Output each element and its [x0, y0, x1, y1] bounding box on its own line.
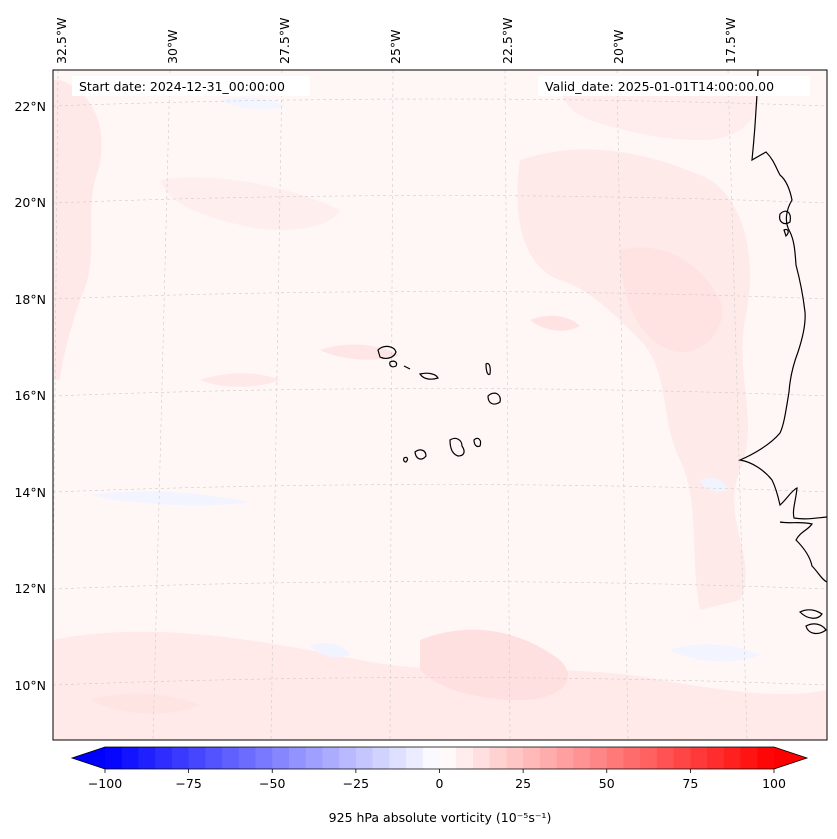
colorbar-tick-label: 75	[682, 776, 698, 791]
lat-label-16n: 16°N	[14, 388, 46, 403]
colorbar-extend-max	[774, 747, 807, 769]
colorbar: −100 −75 −50 −25 0 25 50 75 100 925 hPa absolute…	[70, 746, 809, 825]
colorbar-bin	[757, 747, 775, 769]
colorbar-bin	[590, 747, 608, 769]
santo-antao-island	[377, 345, 397, 359]
lon-label-25w: 25°W	[388, 29, 403, 64]
colorbar-bin	[205, 747, 223, 769]
colorbar-bin	[238, 747, 257, 769]
colorbar-tick-label: 100	[762, 776, 786, 791]
map-frame	[52, 69, 828, 741]
colorbar-bin	[305, 747, 324, 769]
lat-label-10n: 10°N	[14, 678, 46, 693]
colorbar-bin	[556, 747, 574, 769]
colorbar-bin	[422, 747, 441, 769]
lon-label-17-5w: 17.5°W	[723, 18, 738, 64]
colorbar-bin	[723, 747, 742, 769]
colorbar-bin	[673, 747, 691, 769]
colorbar-bin	[506, 747, 524, 769]
colorbar-bin	[489, 747, 507, 769]
valid-date-box	[538, 76, 810, 96]
colorbar-bin	[439, 747, 457, 769]
colorbar-bin	[656, 747, 675, 769]
colorbar-bin	[288, 747, 307, 769]
gridlines	[53, 70, 827, 740]
colorbar-tick-label: −100	[88, 776, 122, 791]
colorbar-bin	[707, 747, 725, 769]
valid-date-label: Valid_date: 2025-01-01T14:00:00.00	[545, 79, 774, 94]
brava-island	[403, 456, 409, 463]
fogo-island	[414, 449, 427, 460]
colorbar-bin	[121, 747, 140, 769]
sao-nicolau-island	[419, 372, 439, 380]
colorbar-bin	[155, 747, 173, 769]
colorbar-bin	[640, 747, 658, 769]
coastlines	[377, 70, 827, 635]
colorbar-ticks: −100 −75 −50 −25 0 25 50 75 100	[88, 769, 786, 791]
colorbar-bin	[272, 747, 290, 769]
lon-label-30w: 30°W	[165, 29, 180, 64]
colorbar-bin	[523, 747, 541, 769]
colorbar-bin	[389, 747, 407, 769]
guinea-coast	[779, 521, 827, 583]
colorbar-bin	[573, 747, 591, 769]
start-date-box	[72, 76, 310, 96]
colorbar-bin	[355, 747, 374, 769]
colorbar-bin	[188, 747, 206, 769]
lon-label-27-5w: 27.5°W	[277, 18, 292, 64]
maio-island	[473, 437, 482, 448]
lat-label-22n: 22°N	[14, 99, 46, 114]
colorbar-tick-label: 0	[436, 776, 444, 791]
latitude-labels: 22°N 20°N 18°N 16°N 14°N 12°N 10°N	[14, 99, 46, 693]
bijagos-islands	[798, 609, 827, 635]
lat-label-20n: 20°N	[14, 195, 46, 210]
map-panel: Start date: 2024-12-31_00:00:00 Valid_da…	[52, 69, 828, 741]
africa-coastline	[737, 70, 827, 520]
colorbar-tick-label: −75	[175, 776, 201, 791]
lon-label-20w: 20°W	[611, 29, 626, 64]
colorbar-tick-label: −50	[259, 776, 285, 791]
colorbar-bin	[606, 747, 625, 769]
colorbar-bin	[690, 747, 708, 769]
lon-label-32-5w: 32.5°W	[54, 18, 69, 64]
colorbar-bin	[456, 747, 474, 769]
colorbar-tick-label: 25	[515, 776, 531, 791]
start-date-label: Start date: 2024-12-31_00:00:00	[79, 79, 285, 94]
sal-island	[485, 362, 491, 376]
colorbar-label: 925 hPa absolute vorticity (10⁻⁵s⁻¹)	[329, 810, 552, 825]
colorbar-bin	[171, 747, 190, 769]
lat-label-14n: 14°N	[14, 485, 46, 500]
lon-label-22-5w: 22.5°W	[500, 18, 515, 64]
colorbar-bin	[623, 747, 641, 769]
colorbar-bin	[472, 747, 491, 769]
boa-vista-island	[487, 392, 501, 405]
colorbar-bin	[406, 747, 424, 769]
sao-vicente-island	[389, 360, 398, 368]
vorticity-field	[53, 77, 827, 740]
banc-arguin	[779, 210, 791, 238]
longitude-labels: 32.5°W 30°W 27.5°W 25°W 22.5°W 20°W 17.5…	[54, 18, 738, 64]
colorbar-extend-min	[72, 747, 105, 769]
santa-luzia-island	[403, 365, 411, 370]
colorbar-bin	[138, 747, 156, 769]
lat-label-12n: 12°N	[14, 581, 46, 596]
colorbar-bins	[105, 747, 775, 769]
colorbar-bin	[372, 747, 390, 769]
colorbar-bin	[255, 747, 273, 769]
colorbar-bin	[740, 747, 758, 769]
colorbar-bin	[105, 747, 123, 769]
colorbar-bin	[339, 747, 357, 769]
lat-label-18n: 18°N	[14, 292, 46, 307]
colorbar-bin	[539, 747, 558, 769]
colorbar-tick-label: 50	[599, 776, 615, 791]
colorbar-bin	[322, 747, 340, 769]
santiago-island	[449, 437, 465, 457]
colorbar-tick-label: −25	[343, 776, 369, 791]
colorbar-bin	[222, 747, 240, 769]
